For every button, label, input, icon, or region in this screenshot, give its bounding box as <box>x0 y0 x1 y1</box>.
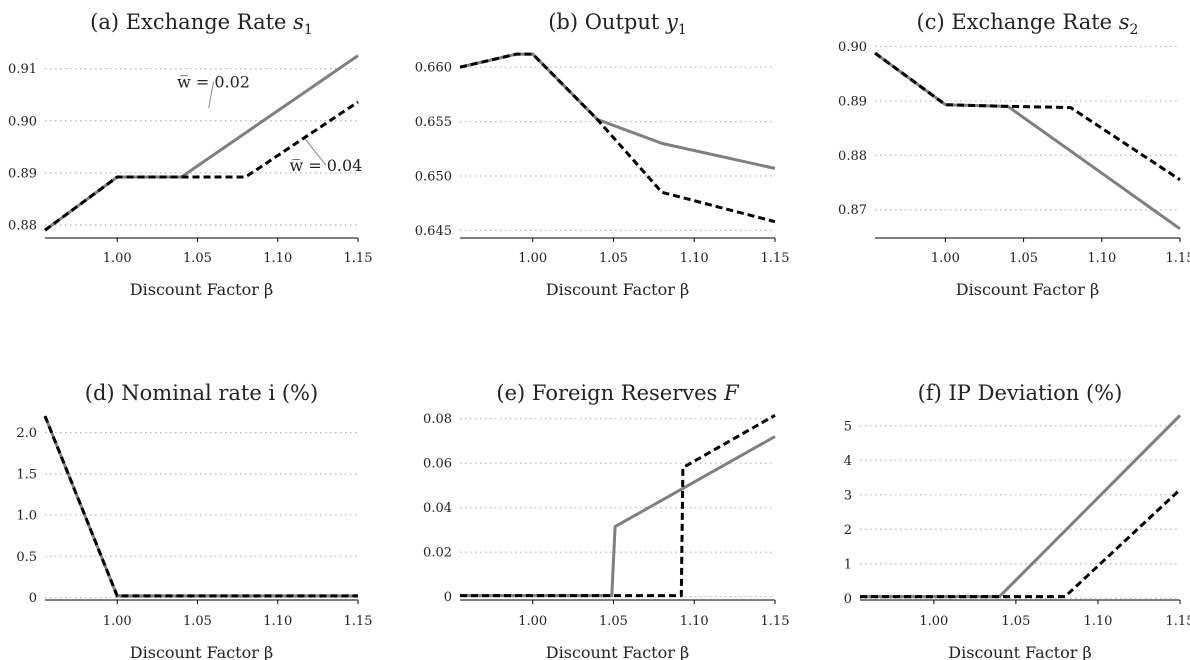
series-line-low <box>460 435 776 598</box>
x-axis-label: Discount Factor β <box>130 280 273 299</box>
x-axis-label: Discount Factor β <box>956 280 1099 299</box>
chart-title: (e) Foreign Reserves F <box>496 381 740 405</box>
y-tick-label: 0.5 <box>16 550 37 565</box>
series-line-low <box>459 52 776 170</box>
y-tick-label: 0 <box>444 590 452 605</box>
x-tick-label: 1.05 <box>183 251 212 266</box>
chart-title: (c) Exchange Rate s2 <box>917 10 1139 38</box>
annotation-leader <box>304 138 327 166</box>
x-tick-label: 1.10 <box>680 251 709 266</box>
y-tick-label: 1.0 <box>16 509 37 524</box>
chart-title: (a) Exchange Rate s1 <box>90 10 313 38</box>
panel-d: 0 0.5 1.0 1.5 2.0 1.00 1.05 1.10 1.15 (d) Nominal… <box>16 381 372 660</box>
y-tick-label: 0 <box>844 592 852 607</box>
x-tick-label: 1.10 <box>1087 251 1116 266</box>
y-tick-label: 0 <box>29 591 37 606</box>
y-tick-label: 0.660 <box>415 61 452 76</box>
x-tick-label: 1.00 <box>518 251 547 266</box>
x-tick-label: 1.15 <box>761 251 790 266</box>
series-line-high <box>860 488 1182 599</box>
x-tick-label: 1.05 <box>183 614 212 629</box>
x-tick-label: 1.10 <box>263 614 292 629</box>
x-tick-label: 1.00 <box>518 614 547 629</box>
x-axis-label: Discount Factor β <box>130 643 273 660</box>
x-axis-label: Discount Factor β <box>546 280 689 299</box>
series-line-high <box>459 52 776 224</box>
y-tick-label: 1 <box>844 557 852 572</box>
annotation-label: w̅ = 0.02 <box>177 73 250 92</box>
x-tick-label: 1.15 <box>761 614 790 629</box>
y-tick-label: 0.87 <box>838 203 867 218</box>
x-axis-label: Discount Factor β <box>948 643 1091 660</box>
x-tick-label: 1.00 <box>103 614 132 629</box>
y-tick-label: 0.90 <box>838 40 867 55</box>
annotation-label: w̅ = 0.04 <box>289 156 362 175</box>
x-tick-label: 1.00 <box>931 251 960 266</box>
y-tick-label: 0.90 <box>8 114 37 129</box>
y-tick-label: 0.06 <box>423 457 452 472</box>
x-tick-label: 1.15 <box>344 614 373 629</box>
x-tick-label: 1.15 <box>1166 614 1190 629</box>
x-tick-label: 1.05 <box>1001 614 1030 629</box>
y-tick-label: 0.89 <box>8 166 37 181</box>
y-tick-label: 0.88 <box>8 218 37 233</box>
y-tick-label: 0.08 <box>423 412 452 427</box>
y-tick-label: 4 <box>844 454 852 469</box>
x-tick-label: 1.00 <box>103 251 132 266</box>
y-tick-label: 2 <box>844 523 852 538</box>
y-tick-label: 0.88 <box>838 149 867 164</box>
y-tick-label: 0.655 <box>415 115 452 130</box>
series-line-low <box>874 51 1181 231</box>
y-tick-label: 0.89 <box>838 94 867 109</box>
chart-title: (d) Nominal rate i (%) <box>85 381 318 405</box>
x-tick-label: 1.10 <box>1083 614 1112 629</box>
x-tick-label: 1.05 <box>599 251 628 266</box>
series-line-high <box>43 415 358 598</box>
x-axis-label: Discount Factor β <box>546 643 689 660</box>
panel-b: 0.645 0.650 0.655 0.660 1.00 1.05 1.10 1.15 (b) … <box>415 10 790 299</box>
y-tick-label: 0.91 <box>8 62 37 77</box>
annotation-leader <box>208 81 215 108</box>
series-line-high <box>460 413 776 598</box>
x-tick-label: 1.00 <box>919 614 948 629</box>
series-line-low <box>43 415 358 598</box>
y-tick-label: 0.02 <box>423 546 452 561</box>
series-line-high <box>874 51 1181 182</box>
y-tick-label: 3 <box>844 488 852 503</box>
panel-e: 0 0.02 0.04 0.06 0.08 1.00 1.05 1.10 1.15 (e) For… <box>423 381 789 660</box>
chart-title: (f) IP Deviation (%) <box>918 381 1123 405</box>
panel-c: 0.87 0.88 0.89 0.90 1.00 1.05 1.10 1.15 (c) Exch… <box>838 10 1190 299</box>
series-line-high <box>44 100 359 232</box>
chart-title: (b) Output y1 <box>548 10 687 38</box>
y-tick-label: 0.650 <box>415 169 452 184</box>
y-tick-label: 1.5 <box>16 467 37 482</box>
y-tick-label: 2.0 <box>16 426 37 441</box>
y-tick-label: 5 <box>844 419 852 434</box>
panel-f: 0 1 2 3 4 5 1.00 1.05 1.10 1.15 (f) IP Deviation (… <box>844 381 1190 660</box>
x-tick-label: 1.15 <box>1166 251 1190 266</box>
x-tick-label: 1.10 <box>680 614 709 629</box>
x-tick-label: 1.10 <box>263 251 292 266</box>
y-tick-label: 0.645 <box>415 224 452 239</box>
x-tick-label: 1.15 <box>344 251 373 266</box>
y-tick-label: 0.04 <box>423 501 452 516</box>
panel-a: 0.88 0.89 0.90 0.91 1.00 1.05 1.10 1.15 w̅ = 0.0… <box>8 10 372 299</box>
x-tick-label: 1.05 <box>599 614 628 629</box>
series-line-low <box>860 414 1182 599</box>
x-tick-label: 1.05 <box>1009 251 1038 266</box>
